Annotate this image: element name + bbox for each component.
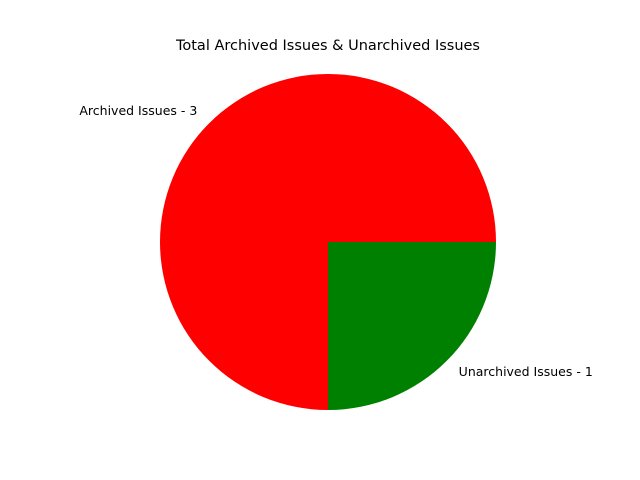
pie-slice-1 [328, 242, 496, 410]
chart-title: Total Archived Issues & Unarchived Issue… [175, 38, 480, 54]
pie-slice-label-1: Unarchived Issues - 1 [459, 364, 593, 379]
pie-slice-label-0: Archived Issues - 3 [79, 103, 197, 118]
pie-slices [160, 74, 496, 410]
pie-labels: Archived Issues - 3 Unarchived Issues - 1 [79, 103, 592, 379]
